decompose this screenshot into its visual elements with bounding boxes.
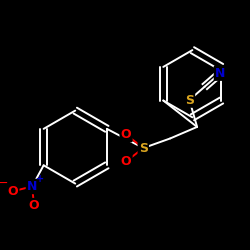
Text: +: + xyxy=(36,174,44,184)
Text: N: N xyxy=(27,180,37,193)
Text: S: S xyxy=(139,142,148,154)
Text: −: − xyxy=(0,177,8,190)
Text: O: O xyxy=(121,155,131,168)
Text: N: N xyxy=(215,67,225,80)
Text: O: O xyxy=(8,185,18,198)
Text: O: O xyxy=(121,128,131,141)
Text: O: O xyxy=(29,199,39,212)
Text: S: S xyxy=(185,94,194,106)
